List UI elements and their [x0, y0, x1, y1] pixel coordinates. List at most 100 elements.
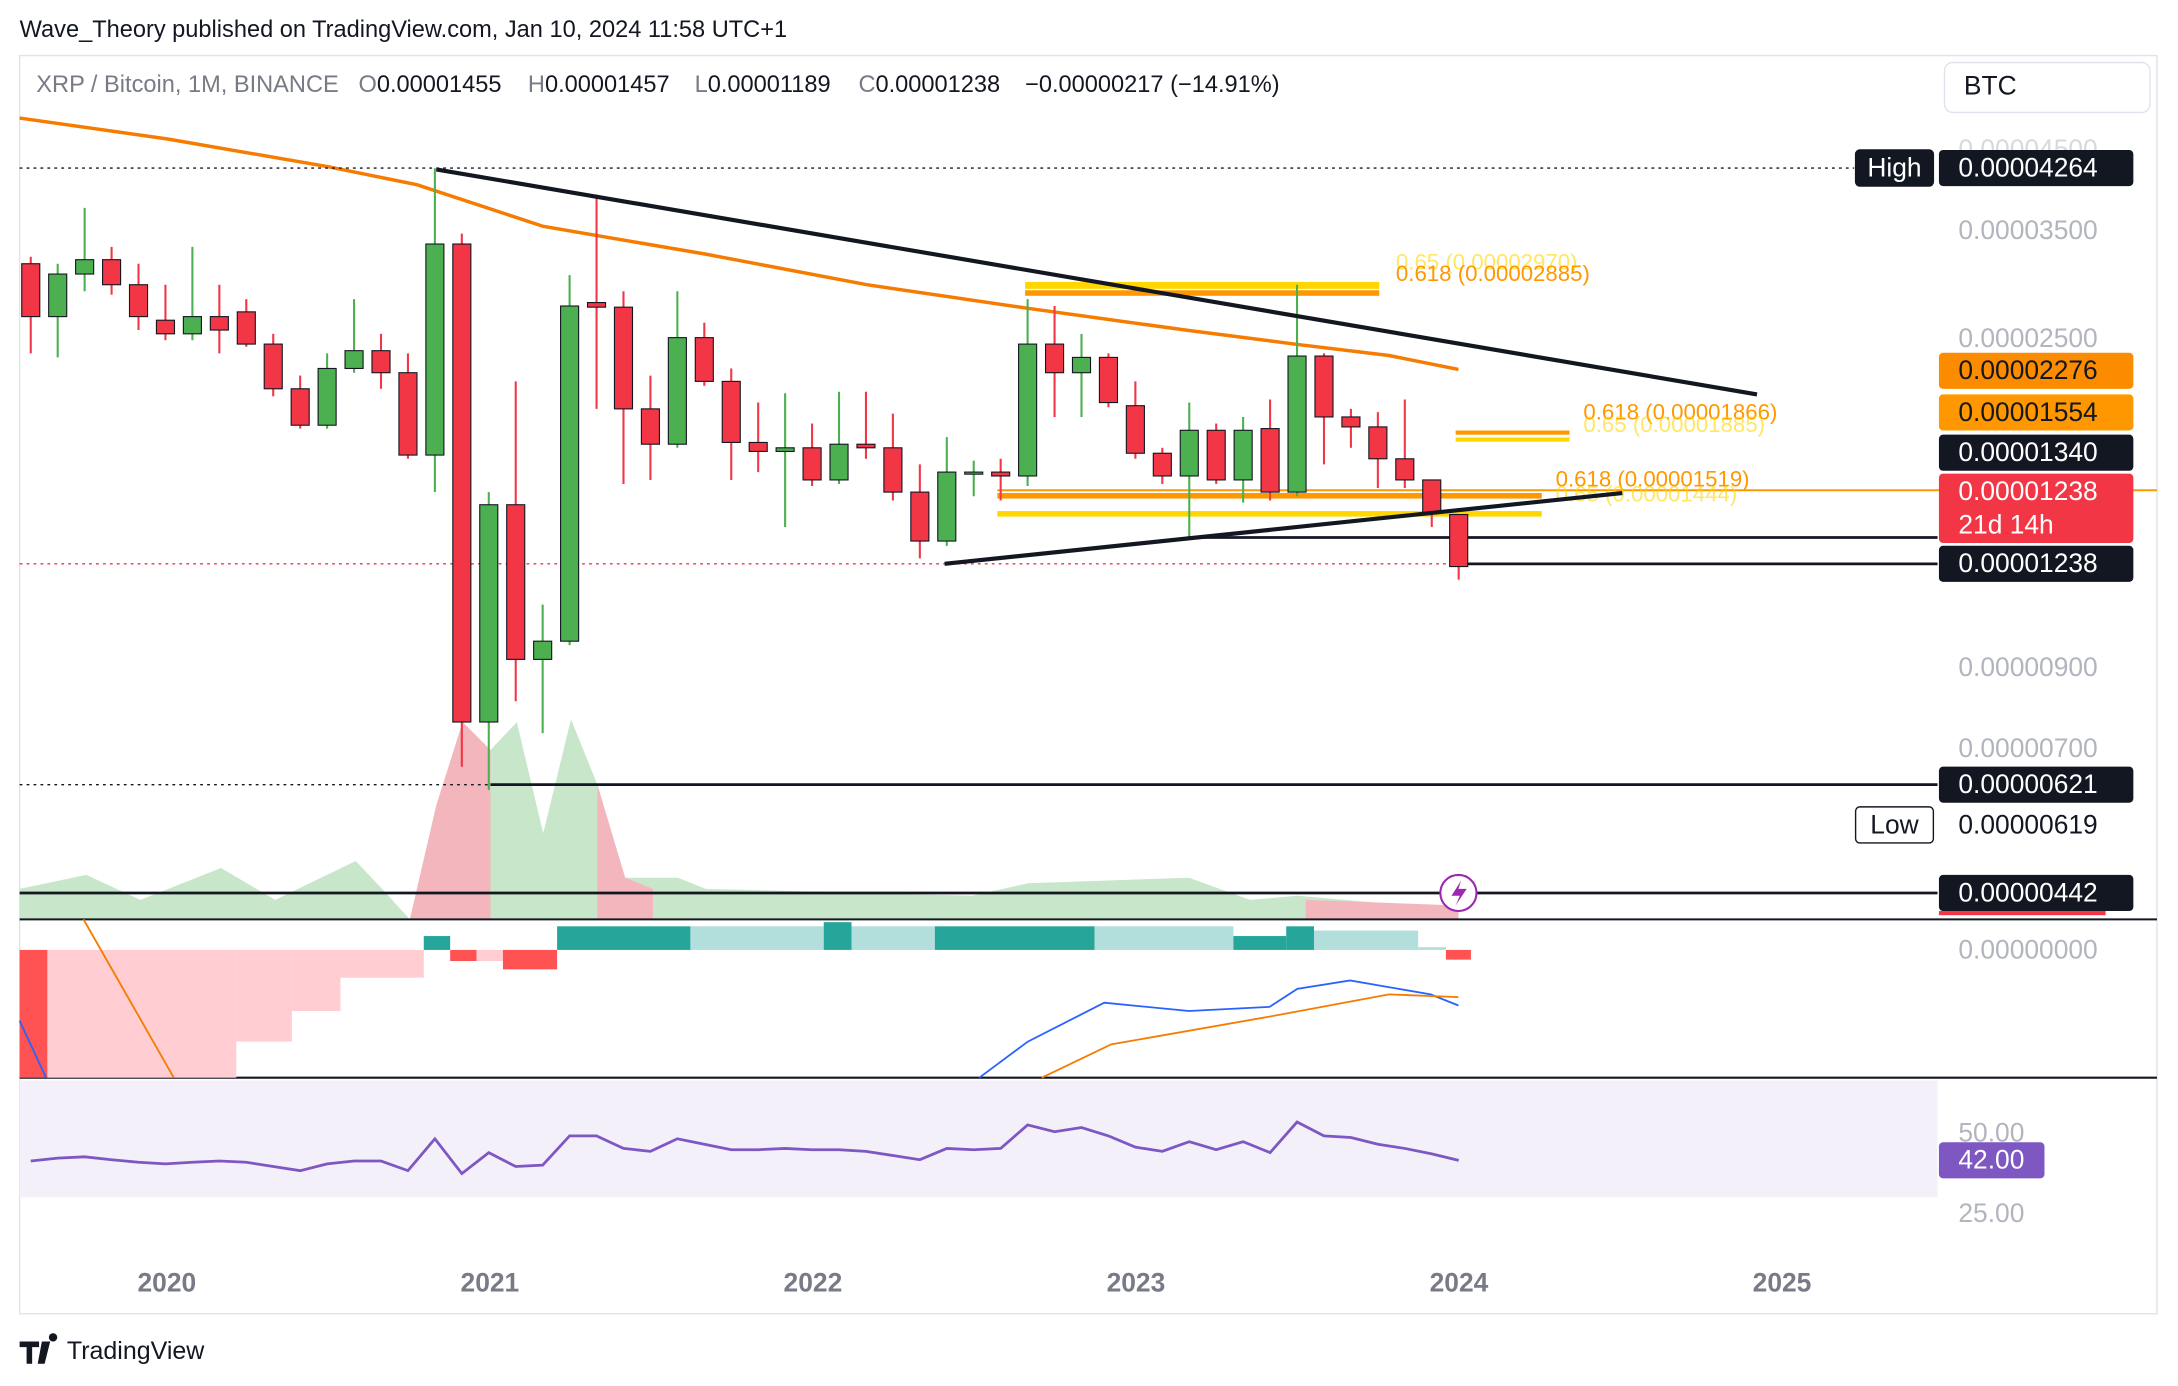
- h-label: H: [528, 72, 545, 98]
- trendline: [944, 490, 1623, 566]
- currency-button[interactable]: [1943, 61, 2151, 114]
- y-tick-label: 0.00002500: [1958, 323, 2097, 353]
- price-badge-text: 0.00001340: [1958, 437, 2097, 467]
- price-badge: [1938, 473, 2134, 544]
- rsi-band: [19, 1080, 1938, 1198]
- candle-body: [694, 337, 714, 382]
- candle-body: [506, 504, 526, 660]
- candle-body: [1395, 458, 1415, 481]
- volume-area: [409, 719, 1459, 920]
- candle-body: [667, 337, 687, 445]
- chart-frame: [18, 54, 2158, 1315]
- macd-line: [978, 979, 1459, 1079]
- candle-body: [1422, 479, 1442, 514]
- macd-line: [18, 1020, 47, 1079]
- fib-zone: [1025, 290, 1380, 296]
- candle-body: [290, 388, 310, 426]
- footer-logo: TradingView: [67, 1337, 205, 1365]
- fib-label: 0.65 (0.00001885): [1583, 412, 1765, 437]
- candle-body: [425, 243, 445, 456]
- fib-label: 0.618 (0.00001519): [1556, 466, 1750, 491]
- badge-tag: [1854, 806, 1935, 844]
- o-label: O: [359, 72, 377, 98]
- price-badge-text: 0.00002276: [1958, 355, 2097, 385]
- badge-underline: [1938, 911, 2106, 916]
- candle-body: [263, 343, 283, 390]
- candle-body: [182, 316, 202, 335]
- h-value: 0.00001457: [545, 72, 670, 98]
- price-badge: [1938, 545, 2134, 582]
- logo-mark: [19, 1333, 58, 1364]
- badge-tag-text: High: [1867, 152, 1921, 182]
- candle-body: [1071, 356, 1092, 374]
- event-icon-bolt: [1451, 880, 1467, 906]
- candle-body: [1260, 428, 1280, 493]
- candle-body: [317, 367, 337, 426]
- fib-zone: [1455, 430, 1570, 435]
- fib-zone: [997, 511, 1542, 517]
- volume-area: [1305, 899, 1459, 920]
- signal-line: [82, 918, 175, 1079]
- currency-label[interactable]: BTC: [1964, 70, 2017, 100]
- candle-body: [1314, 355, 1334, 418]
- x-tick-label: 2021: [461, 1268, 520, 1298]
- fib-label: 0.618 (0.00002885): [1396, 261, 1590, 286]
- candle-body: [613, 306, 634, 410]
- macd-zero-label: 0.00000000: [1958, 934, 2097, 964]
- x-tick-label: 2020: [138, 1268, 197, 1298]
- price-badge-text: 0.00001554: [1958, 397, 2097, 427]
- candle-body: [937, 471, 957, 542]
- y-tick-label: 0.00000900: [1958, 652, 2097, 682]
- candle-body: [155, 319, 176, 335]
- change: −0.00000217 (−14.91%): [1025, 72, 1280, 98]
- candle-body: [640, 408, 661, 445]
- fib-label: 0.65 (0.00002970): [1396, 250, 1578, 275]
- candle-body: [802, 447, 822, 481]
- x-axis: 2020 2021 2022 2023 2024 2025: [138, 1268, 1812, 1298]
- price-badge: [1938, 806, 2134, 843]
- candle-body: [829, 443, 849, 481]
- candle-body: [721, 380, 741, 444]
- price-badge-text: 0.00001238: [1958, 476, 2097, 506]
- price-badge: [1938, 434, 2134, 471]
- rsi-tick-label: 25.00: [1958, 1198, 2024, 1228]
- candle-body: [1098, 356, 1119, 404]
- price-badge: [1938, 394, 2134, 431]
- candle-body: [533, 640, 553, 660]
- signal-line: [1041, 993, 1459, 1079]
- candle-body: [1287, 355, 1307, 493]
- candle-body: [586, 301, 607, 308]
- candle-body: [991, 471, 1011, 477]
- moving-average: [19, 116, 1459, 372]
- candle-body: [209, 316, 229, 331]
- c-value: 0.00001238: [876, 72, 1001, 98]
- price-badge-text: 0.00000621: [1958, 769, 2097, 799]
- candle-body: [1018, 343, 1038, 477]
- candle-body: [1044, 343, 1065, 374]
- countdown: 21d 14h: [1958, 509, 2053, 539]
- candle-body: [1179, 429, 1199, 477]
- candle-body: [1152, 452, 1172, 477]
- candle-body: [344, 350, 364, 370]
- price-badge-text: 0.00004264: [1958, 152, 2097, 182]
- candle-body: [371, 350, 391, 374]
- candle-body: [101, 259, 122, 286]
- x-tick-label: 2024: [1430, 1268, 1489, 1298]
- candle-body: [236, 311, 256, 345]
- candle-body: [75, 259, 95, 275]
- candle-body: [452, 243, 472, 723]
- l-label: L: [695, 72, 708, 98]
- l-value: 0.00001189: [708, 72, 831, 98]
- candle-body: [398, 372, 418, 456]
- publish-info: Wave_Theory published on TradingView.com…: [20, 17, 787, 43]
- candle-body: [1233, 429, 1253, 481]
- price-badge: [1938, 766, 2134, 803]
- candle-body: [1449, 513, 1469, 568]
- fib-zone: [1025, 281, 1380, 289]
- candle-body: [479, 504, 499, 723]
- badge-tag-text: Low: [1870, 809, 1919, 839]
- symbol: XRP / Bitcoin, 1M, BINANCE: [36, 72, 338, 98]
